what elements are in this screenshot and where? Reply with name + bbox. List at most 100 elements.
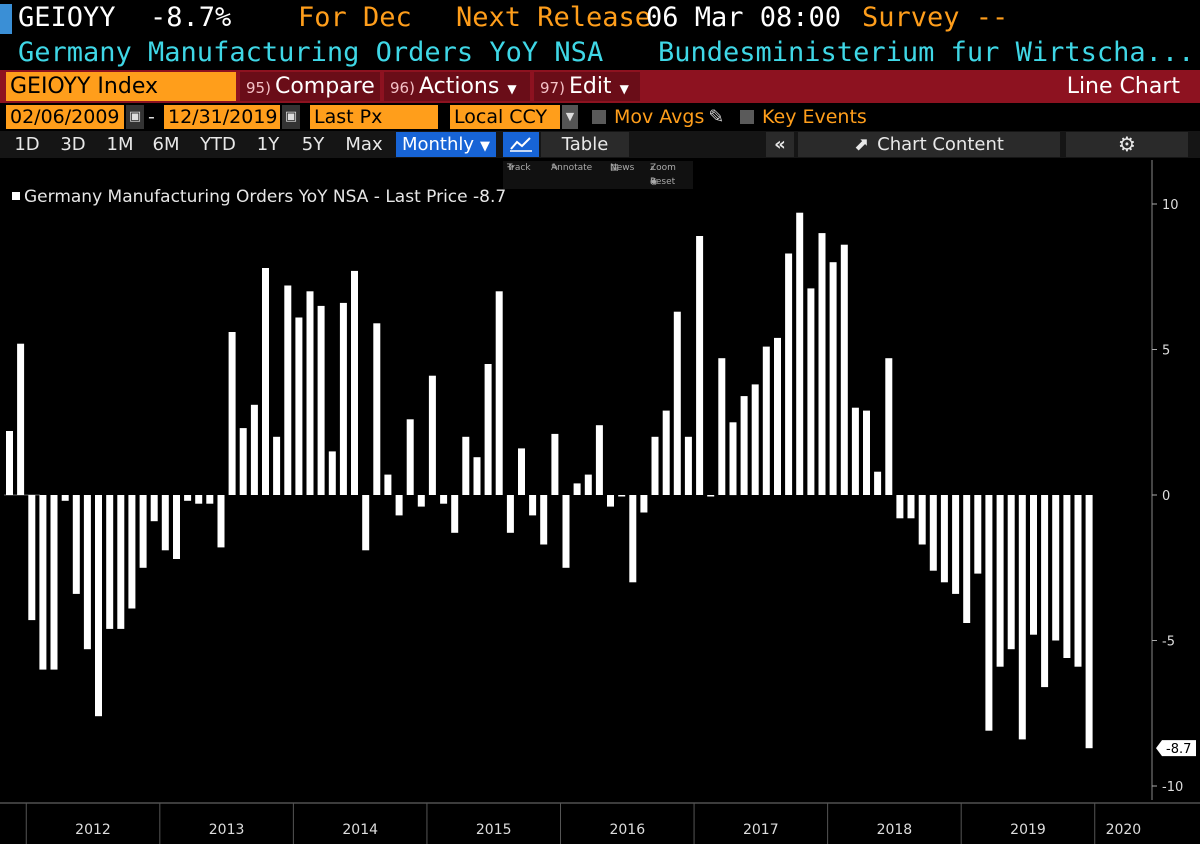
calendar-icon[interactable]: ▣ bbox=[282, 105, 300, 129]
chart-bars bbox=[6, 212, 1093, 749]
bar bbox=[362, 495, 370, 551]
bar bbox=[128, 495, 136, 609]
bar bbox=[506, 495, 514, 533]
mov-avgs-toggle[interactable]: Mov Avgs ✎ bbox=[592, 105, 724, 129]
bar bbox=[373, 323, 381, 495]
actions-number: 96) bbox=[390, 79, 415, 97]
date-dash: - bbox=[148, 106, 155, 128]
end-date-field[interactable]: 12/31/2019 bbox=[164, 105, 280, 129]
bar bbox=[1007, 495, 1015, 650]
bar bbox=[117, 495, 125, 629]
survey-label: Survey -- bbox=[862, 2, 1009, 33]
price-field-select[interactable]: Last Px bbox=[310, 105, 438, 129]
ticker: GEIOYY bbox=[18, 2, 116, 33]
main-toolbar: GEIOYY Index 95) Compare 96) Actions ▼ 97) E… bbox=[0, 70, 1200, 103]
range-5y[interactable]: 5Y bbox=[301, 134, 325, 155]
news-label: News bbox=[610, 163, 635, 173]
bar bbox=[17, 343, 25, 495]
collapse-icon[interactable]: « bbox=[766, 132, 794, 157]
bar bbox=[6, 431, 13, 495]
range-ytd[interactable]: YTD bbox=[200, 134, 236, 155]
bar bbox=[963, 495, 971, 623]
bar bbox=[640, 495, 648, 513]
reset-label: Reset bbox=[650, 177, 676, 187]
last-price-marker bbox=[1156, 740, 1196, 757]
chart-content-label: Chart Content bbox=[877, 134, 1004, 155]
index-field[interactable]: GEIOYY Index bbox=[6, 72, 236, 101]
chart-content-button[interactable]: ⬈ Chart Content bbox=[798, 132, 1060, 157]
bar bbox=[495, 291, 503, 495]
year-label: 2020 bbox=[1106, 822, 1142, 838]
bar bbox=[573, 483, 581, 495]
table-button[interactable]: Table bbox=[541, 132, 629, 157]
bar bbox=[729, 422, 737, 496]
bar bbox=[306, 291, 314, 495]
bar bbox=[907, 495, 915, 519]
security-marker bbox=[0, 4, 12, 34]
actions-button[interactable]: 96) Actions ▼ bbox=[384, 72, 530, 101]
legend-swatch bbox=[12, 192, 20, 200]
annotate-label: Annotate bbox=[551, 163, 593, 173]
chevron-down-icon[interactable]: ▼ bbox=[562, 105, 578, 129]
bar bbox=[562, 495, 570, 568]
zoom-label: Zoom bbox=[650, 163, 676, 173]
bar bbox=[484, 364, 492, 495]
period-select[interactable]: Monthly ▼ bbox=[396, 132, 496, 157]
bar bbox=[707, 495, 715, 497]
line-chart-icon[interactable] bbox=[503, 132, 539, 157]
bar bbox=[106, 495, 114, 629]
bar bbox=[284, 285, 292, 495]
bar bbox=[874, 471, 882, 495]
bar bbox=[1041, 495, 1049, 688]
legend-text: Germany Manufacturing Orders YoY NSA - L… bbox=[24, 187, 507, 207]
range-max[interactable]: Max bbox=[345, 134, 383, 155]
gear-icon[interactable]: ⚙ bbox=[1066, 132, 1188, 157]
bar bbox=[328, 451, 336, 495]
calendar-icon[interactable]: ▣ bbox=[126, 105, 144, 129]
y-tick-label: 10 bbox=[1162, 198, 1179, 213]
bar bbox=[451, 495, 459, 533]
year-label: 2013 bbox=[209, 822, 245, 838]
settings-row: 02/06/2009 ▣ - 12/31/2019 ▣ Last Px Loca… bbox=[0, 104, 1200, 130]
edit-button[interactable]: 97) Edit ▼ bbox=[534, 72, 640, 101]
bar bbox=[228, 332, 236, 495]
bar bbox=[395, 495, 403, 516]
bar bbox=[1052, 495, 1060, 641]
start-date-field[interactable]: 02/06/2009 bbox=[6, 105, 124, 129]
bar bbox=[72, 495, 80, 594]
bar bbox=[39, 495, 47, 670]
bar bbox=[785, 253, 793, 495]
bar bbox=[774, 337, 781, 495]
bar bbox=[584, 474, 592, 495]
compare-label: Compare bbox=[274, 74, 375, 99]
magnifier-icon: ⌕ bbox=[650, 163, 656, 173]
bar bbox=[406, 419, 414, 495]
range-3d[interactable]: 3D bbox=[60, 134, 86, 155]
range-1m[interactable]: 1M bbox=[106, 134, 134, 155]
bar bbox=[339, 302, 347, 495]
period-label: Monthly bbox=[401, 134, 475, 155]
range-1d[interactable]: 1D bbox=[14, 134, 40, 155]
year-label: 2014 bbox=[342, 822, 378, 838]
bar bbox=[863, 410, 870, 495]
bar bbox=[1074, 495, 1082, 667]
range-1y[interactable]: 1Y bbox=[256, 134, 280, 155]
year-label: 2015 bbox=[476, 822, 512, 838]
bar bbox=[317, 305, 325, 495]
key-events-toggle[interactable]: Key Events bbox=[740, 105, 867, 129]
currency-select[interactable]: Local CCY bbox=[450, 105, 560, 129]
bar bbox=[384, 474, 392, 495]
bar bbox=[551, 433, 559, 495]
bar bbox=[1030, 495, 1037, 635]
range-6m[interactable]: 6M bbox=[152, 134, 180, 155]
y-tick-label: -10 bbox=[1162, 780, 1183, 795]
compare-button[interactable]: 95) Compare bbox=[240, 72, 380, 101]
next-release-value: 06 Mar 08:00 bbox=[646, 2, 842, 33]
bar bbox=[250, 404, 258, 495]
chart-type-label[interactable]: Line Chart bbox=[1066, 74, 1180, 99]
bar bbox=[829, 262, 837, 495]
year-label: 2012 bbox=[75, 822, 111, 838]
bar bbox=[618, 495, 626, 497]
range-toolbar: 1D 3D 1M 6M YTD 1Y 5Y Max Monthly ▼ Table… bbox=[0, 131, 1200, 158]
bar bbox=[61, 495, 69, 501]
